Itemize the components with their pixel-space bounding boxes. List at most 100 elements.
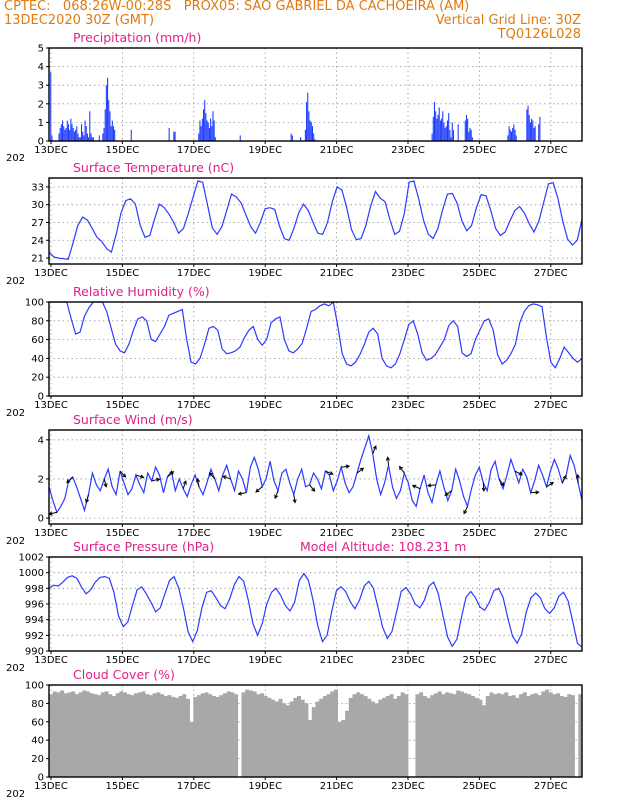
precip-bar (206, 120, 208, 141)
wind-arrow-head (103, 483, 108, 488)
wind-arrow-head (182, 480, 187, 485)
wind-arrow-head (311, 487, 316, 492)
ytick-label-cloud: 20 (31, 754, 44, 765)
precip-bar (198, 133, 200, 141)
cloud-bar (63, 693, 68, 777)
precip-bar (436, 118, 438, 141)
precip-bar (60, 124, 62, 141)
ytick-label-precip: 1 (38, 118, 44, 129)
xtick-label-rh: 23DEC (391, 400, 425, 411)
wind-arrow (167, 471, 174, 478)
precip-bar (513, 124, 515, 141)
cloud-bar (541, 691, 546, 777)
xtick-label-cloud: 27DEC (534, 781, 568, 792)
precip-bar (88, 137, 90, 141)
wind-arrow (482, 482, 485, 491)
ytick-label-temp: 24 (31, 236, 44, 247)
header-date-line: 13DEC2020 30Z (GMT) (4, 13, 155, 28)
xtick-label-pressure: 21DEC (320, 655, 354, 666)
cloud-bar (167, 695, 172, 777)
cloud-bar (330, 691, 335, 777)
ytick-label-temp: 27 (31, 218, 44, 229)
xtick-label-wind: 27DEC (534, 528, 568, 539)
cloud-bar (137, 692, 142, 777)
precip-bar (202, 109, 205, 141)
wind-arrow-head (85, 498, 90, 504)
year-label-cloud: 202 (6, 789, 25, 800)
ytick-label-temp: 33 (31, 182, 44, 193)
precip-bar (431, 133, 433, 141)
precip-bar (75, 129, 77, 141)
cloud-bar (300, 699, 305, 777)
precip-bar (471, 137, 473, 141)
wind-arrow-head (208, 472, 214, 477)
cloud-bar (67, 692, 72, 777)
xtick-label-precip: 27DEC (534, 145, 568, 156)
cloud-bar (263, 696, 268, 777)
xtick-label-precip: 13DEC (34, 145, 68, 156)
precip-bar (64, 129, 66, 141)
precip-bar (533, 127, 535, 141)
precip-bar (98, 135, 100, 141)
cloud-bar (515, 697, 520, 777)
precip-bar (432, 116, 434, 141)
wind-arrow (293, 494, 296, 503)
xtick-label-cloud: 25DEC (463, 781, 497, 792)
precip-bar (105, 85, 107, 141)
precip-bar (450, 137, 452, 141)
cloud-bar (374, 703, 379, 777)
cloud-bar (382, 697, 387, 777)
cloud-bar (474, 697, 479, 777)
precip-bar (291, 135, 293, 141)
cloud-bar (311, 707, 316, 777)
cloud-bar (104, 691, 109, 777)
wind-arrow-head (500, 482, 505, 487)
precip-bar (465, 114, 467, 141)
xtick-label-pressure: 25DEC (463, 655, 497, 666)
ytick-label-pressure: 1002 (19, 553, 44, 564)
wind-arrow (546, 482, 554, 488)
cloud-bar (537, 695, 542, 777)
cloud-bar (185, 698, 190, 777)
cloud-bar (533, 693, 538, 777)
xtick-label-pressure: 13DEC (34, 655, 68, 666)
ytick-label-pressure: 998 (25, 584, 44, 595)
ytick-label-cloud: 60 (31, 717, 44, 728)
cloud-bar (400, 692, 405, 777)
panel-frame-rh (48, 301, 583, 397)
cloud-bar (359, 694, 364, 777)
wind-arrow (209, 472, 216, 480)
precip-bar (79, 137, 81, 141)
wind-arrow (151, 478, 160, 482)
precip-bar (446, 120, 449, 141)
wind-arrow (196, 478, 200, 487)
xtick-label-rh: 21DEC (320, 400, 354, 411)
precip-bar (534, 126, 536, 141)
precip-bar (210, 118, 212, 141)
cloud-bar (148, 695, 153, 777)
ytick-label-temp: 30 (31, 200, 44, 211)
xtick-label-temp: 27DEC (534, 268, 568, 279)
cloud-bar (319, 698, 324, 777)
wind-arrow (222, 475, 231, 480)
model-altitude: Model Altitude: 108.231 m (300, 539, 466, 554)
precip-bar (435, 111, 437, 141)
precip-bar (73, 131, 75, 141)
precip-bar (441, 118, 443, 141)
precip-bar (306, 101, 308, 141)
cloud-bar (500, 694, 505, 777)
precip-bar (89, 111, 91, 141)
cloud-bar (52, 691, 57, 777)
precip-bar (80, 124, 83, 141)
xtick-label-temp: 21DEC (320, 268, 354, 279)
precip-bar (309, 120, 311, 141)
precip-bar (539, 116, 541, 141)
cloud-bar (467, 694, 472, 777)
cloud-bar (197, 695, 202, 777)
precip-bar (69, 129, 71, 141)
precip-bar (307, 92, 309, 141)
temp-series-line (48, 180, 583, 260)
cloud-bar (389, 694, 394, 777)
precip-bar (90, 133, 92, 141)
